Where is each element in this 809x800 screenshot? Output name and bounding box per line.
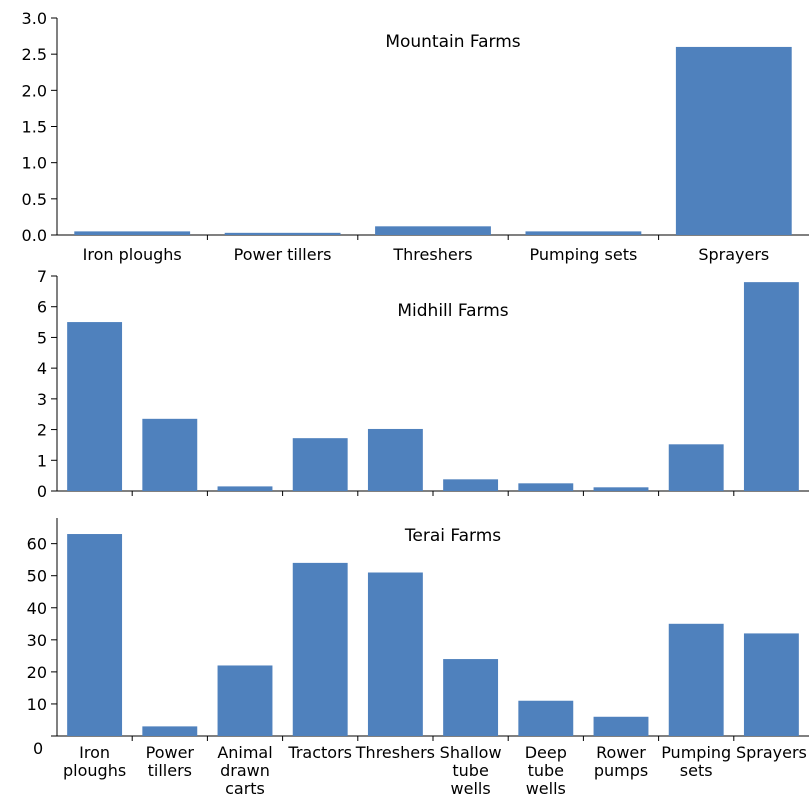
terai-category-label-line: Iron [79,743,110,762]
mountain-bar [224,232,341,235]
midhill-y-tick-label: 4 [37,359,47,378]
terai-category-label-line: wells [451,779,491,796]
terai-category-label-line: Deep [525,743,567,762]
terai-bar [142,726,198,736]
mountain-y-tick-label: 0.0 [22,226,47,245]
terai-category-label-line: tube [528,761,564,780]
mountain-category-label: Threshers [392,245,472,264]
midhill-title: Midhill Farms [397,301,508,321]
terai-y-tick-label: 40 [27,599,47,618]
terai-bar [593,716,649,736]
terai-y-tick-label: 20 [27,663,47,682]
terai-category-label-line: tillers [148,761,192,780]
mountain-category-label-line: Pumping sets [529,245,637,264]
terai-bar [367,572,423,736]
midhill-y-tick-label: 2 [37,421,47,440]
terai-y-tick-label: 30 [27,631,47,650]
mountain-y-tick-label: 1.5 [22,118,47,137]
terai-category-label: Shallow tube wells [440,743,502,796]
mountain-title: Mountain Farms [385,32,520,52]
mountain-y-tick-label: 1.0 [22,154,47,173]
midhill-bar [67,322,123,491]
terai-bar [292,562,348,736]
midhill-bar [443,479,499,491]
terai-category-label-line: Threshers [355,743,435,762]
terai-category-label-line: Tractors [287,743,352,762]
terai-bar [668,623,724,736]
terai-bar [217,665,273,736]
terai-bar [443,659,499,736]
mountain-bar [74,231,191,235]
midhill-bar [593,487,649,491]
mountain-category-label-line: Sprayers [698,245,769,264]
mountain-category-label: Pumping sets [529,245,637,264]
terai-category-label: Power tillers [146,743,195,780]
mountain-y-tick-label: 2.0 [22,81,47,100]
mountain-category-label: Power tillers [234,245,332,264]
terai-category-label: Animal drawn carts [217,743,272,796]
mountain-bar [675,46,792,235]
terai-y-tick-label: 0 [33,739,43,758]
midhill-panel: 0 1 2 3 4 5 6 7 Midhill Farms [37,267,809,501]
terai-category-label-line: tube [452,761,488,780]
terai-category-label-line: Power [146,743,195,762]
mountain-category-label-line: Iron ploughs [83,245,182,264]
mountain-category-label-line: Threshers [392,245,472,264]
terai-title: Terai Farms [404,526,501,546]
mountain-y-tick-label: 3.0 [22,9,47,28]
mountain-category-label: Sprayers [698,245,769,264]
midhill-y-tick-label: 5 [37,328,47,347]
terai-panel: 0 10 20 30 40 50 60 Terai Farms Iron ploughs Power… [27,518,809,798]
midhill-bar [668,444,724,491]
midhill-bar [292,438,348,491]
terai-category-label-line: carts [225,779,265,796]
terai-category-label: Iron ploughs [63,743,126,780]
terai-category-label-line: ploughs [63,761,126,780]
terai-category-label-line: Animal [217,743,272,762]
mountain-panel: 0.0 0.5 1.0 1.5 2.0 2.5 3.0 Mountain Farms Iron … [22,9,809,264]
mountain-y-tick-label: 0.5 [22,190,47,209]
midhill-y-tick-label: 6 [37,298,47,317]
terai-category-label-line: Shallow [440,743,502,762]
mountain-category-label: Iron ploughs [83,245,182,264]
terai-bar [743,633,799,736]
midhill-bar [743,282,799,491]
mountain-bar [375,226,491,235]
terai-category-label: Tractors [287,743,352,762]
terai-y-tick-label: 50 [27,567,47,586]
terai-category-label-line: Rower [596,743,646,762]
terai-y-tick-label: 10 [27,695,47,714]
midhill-y-tick-label: 7 [37,267,47,286]
midhill-y-tick-label: 1 [37,451,47,470]
mountain-category-label-line: Power tillers [234,245,332,264]
terai-category-label: Sprayers [736,743,807,762]
terai-bar [518,700,574,736]
midhill-bar [518,483,574,491]
mountain-y-tick-label: 2.5 [22,45,47,64]
terai-y-tick-label: 60 [27,535,47,554]
terai-category-label-line: sets [680,761,713,780]
terai-bar [67,534,123,736]
terai-category-label-line: wells [526,779,566,796]
terai-category-label-line: drawn [220,761,270,780]
midhill-bar [367,428,423,491]
terai-category-label: Rower pumps [594,743,648,780]
terai-category-label: Deep tube wells [525,743,567,796]
midhill-y-tick-label: 0 [37,482,47,501]
midhill-bar [217,486,273,491]
mountain-bar [525,231,642,235]
terai-category-label: Pumping sets [661,743,731,780]
terai-category-label-line: Pumping [661,743,731,762]
terai-category-label: Threshers [355,743,435,762]
midhill-y-tick-label: 3 [37,390,47,409]
terai-category-label-line: pumps [594,761,648,780]
midhill-bar [142,418,198,491]
terai-category-label-line: Sprayers [736,743,807,762]
